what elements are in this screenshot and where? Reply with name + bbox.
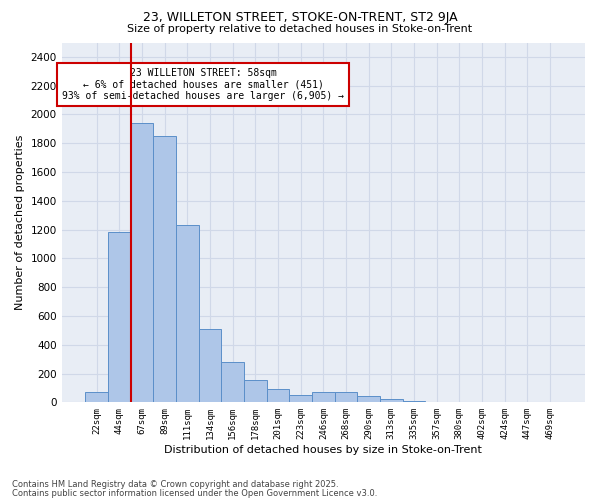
Bar [358,396,380,402]
Bar [221,362,244,403]
Text: Size of property relative to detached houses in Stoke-on-Trent: Size of property relative to detached ho… [127,24,473,34]
X-axis label: Distribution of detached houses by size in Stoke-on-Trent: Distribution of detached houses by size … [164,445,482,455]
Bar [289,395,312,402]
Bar [85,392,108,402]
Bar [335,392,358,402]
Text: Contains public sector information licensed under the Open Government Licence v3: Contains public sector information licen… [12,488,377,498]
Bar [403,401,425,402]
Text: Contains HM Land Registry data © Crown copyright and database right 2025.: Contains HM Land Registry data © Crown c… [12,480,338,489]
Y-axis label: Number of detached properties: Number of detached properties [15,134,25,310]
Text: 23 WILLETON STREET: 58sqm
← 6% of detached houses are smaller (451)
93% of semi-: 23 WILLETON STREET: 58sqm ← 6% of detach… [62,68,344,101]
Bar [312,392,335,402]
Bar [244,380,266,402]
Bar [176,226,199,402]
Bar [266,390,289,402]
Text: 23, WILLETON STREET, STOKE-ON-TRENT, ST2 9JA: 23, WILLETON STREET, STOKE-ON-TRENT, ST2… [143,12,457,24]
Bar [131,123,154,402]
Bar [154,136,176,402]
Bar [380,400,403,402]
Bar [108,232,131,402]
Bar [199,329,221,402]
